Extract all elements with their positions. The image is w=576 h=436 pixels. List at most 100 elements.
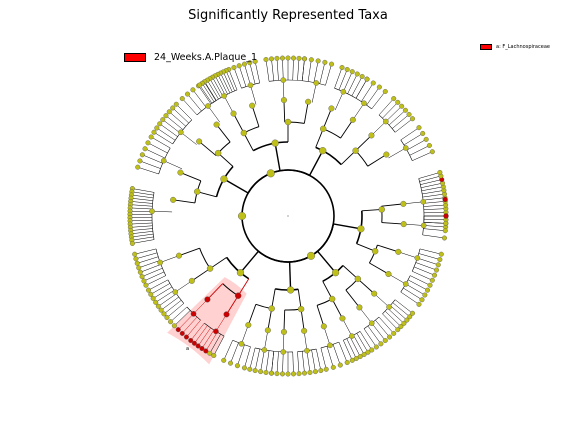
tree-branch <box>423 198 445 201</box>
tree-node <box>228 361 233 366</box>
tree-node <box>146 288 151 293</box>
tree-branch <box>423 229 445 231</box>
tree-node <box>238 212 246 220</box>
tree-node <box>324 367 329 372</box>
tree-branch <box>297 58 299 80</box>
tree-node <box>247 367 252 372</box>
tree-branch <box>241 325 248 344</box>
tree-node <box>444 221 449 226</box>
root-node <box>287 215 288 216</box>
tree-branch <box>424 219 446 220</box>
tree-branch <box>237 345 244 366</box>
tree-node <box>379 206 385 212</box>
tree-node <box>320 126 326 132</box>
tree-node <box>357 305 363 311</box>
tree-branch <box>424 205 446 207</box>
tree-node <box>377 85 382 90</box>
tree-node <box>239 341 244 346</box>
tree-branch <box>304 102 308 124</box>
tree-node <box>286 372 291 377</box>
tree-node <box>316 59 321 64</box>
tree-node <box>248 83 253 88</box>
tree-node <box>167 109 172 114</box>
tree-node <box>436 263 441 268</box>
tree-branch <box>412 152 432 161</box>
tree-node <box>241 130 247 136</box>
tree-node <box>262 347 267 352</box>
tree-node <box>176 253 182 259</box>
tree-branch <box>353 103 364 120</box>
tree-branch <box>321 348 326 369</box>
tree-node-highlighted <box>184 335 189 340</box>
tree-branch <box>130 226 152 228</box>
tree-branch <box>406 284 425 295</box>
tree-branch <box>250 348 255 369</box>
tree-branch <box>240 251 258 272</box>
tree-branch <box>316 349 321 371</box>
tree-branch <box>327 346 333 367</box>
tree-node <box>140 152 145 157</box>
tree-branch <box>423 235 445 238</box>
tree-node <box>417 125 422 130</box>
tree-branch <box>369 263 388 274</box>
tree-branch <box>266 60 269 82</box>
tree-branch <box>151 283 170 294</box>
tree-node <box>168 319 173 324</box>
tree-branch <box>346 290 360 307</box>
tree-branch <box>208 106 220 122</box>
tree-node <box>281 77 286 82</box>
tree-node <box>401 201 407 207</box>
tree-branch <box>261 350 265 372</box>
tree-branch <box>408 280 427 290</box>
tree-node <box>340 316 346 322</box>
tree-node <box>265 327 271 333</box>
tree-node <box>430 149 435 154</box>
tree-node <box>383 119 388 124</box>
tree-node <box>158 260 163 265</box>
tree-branch <box>142 268 162 276</box>
tree-branch <box>312 350 316 372</box>
tree-branch <box>388 148 405 158</box>
tree-node <box>350 117 356 123</box>
tree-node <box>319 147 326 154</box>
tree-branch <box>251 85 257 104</box>
tree-node <box>149 209 154 214</box>
tree-arc <box>248 170 309 193</box>
tree-node <box>285 119 291 125</box>
tree-branch <box>324 326 330 345</box>
tree-node <box>207 266 213 272</box>
tree-branch <box>388 274 405 284</box>
tree-branch <box>323 108 331 128</box>
tree-node <box>407 112 412 117</box>
tree-node <box>178 170 184 176</box>
tree-node <box>372 248 378 254</box>
tree-branch <box>389 110 405 125</box>
tree-node <box>280 56 285 61</box>
tree-branch <box>284 100 285 122</box>
tree-branch <box>302 59 304 81</box>
tree-node <box>439 252 444 257</box>
tree-branch <box>142 155 162 164</box>
tree-node <box>135 165 140 170</box>
tree-node <box>157 121 162 126</box>
tree-branch <box>161 297 179 310</box>
tree-branch <box>352 76 362 95</box>
tree-arc <box>227 257 249 278</box>
tree-branch <box>130 211 152 212</box>
tree-node <box>275 371 280 376</box>
tree-node <box>304 348 309 353</box>
tree-branch <box>423 194 445 197</box>
tree-branch <box>169 112 186 127</box>
tree-branch <box>200 85 212 103</box>
tree-node-highlighted <box>180 331 185 336</box>
tree-branch <box>131 195 153 198</box>
tree-branch <box>148 280 167 290</box>
tree-node <box>197 83 202 88</box>
tree-branch <box>173 108 189 123</box>
tree-node <box>345 360 350 365</box>
tree-branch <box>308 60 311 82</box>
tree-node <box>427 143 432 148</box>
tree-branch <box>401 292 419 304</box>
tree-node <box>235 363 240 368</box>
